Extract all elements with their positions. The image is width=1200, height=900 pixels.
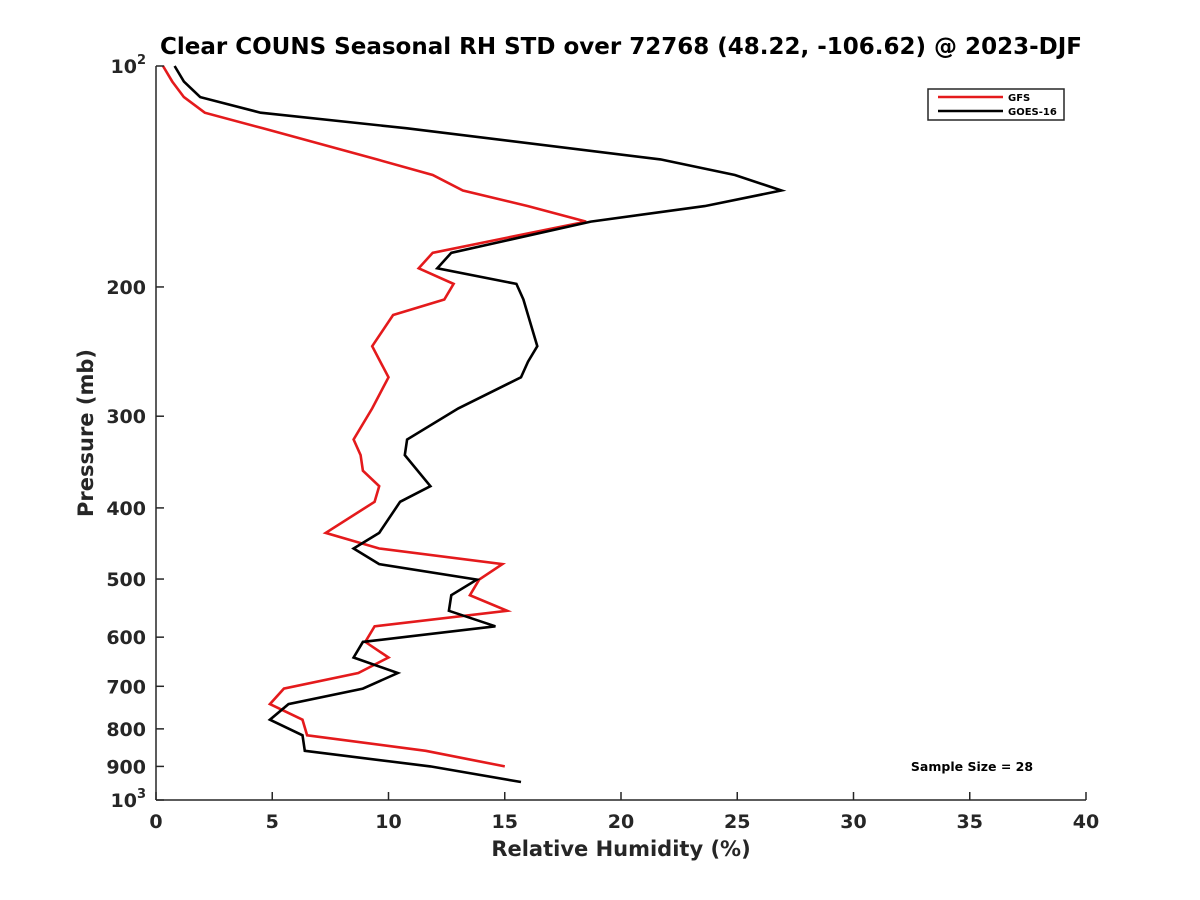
y-tick-base: 300 xyxy=(106,406,146,428)
y-tick-label: 200 xyxy=(106,277,146,299)
x-tick-label: 20 xyxy=(608,811,634,833)
x-axis-ticks: 0 5 10 15 20 25 30 35 40 xyxy=(149,792,1099,833)
y-tick-exponent: 3 xyxy=(137,787,146,802)
x-tick-label: 35 xyxy=(957,811,983,833)
y-tick-base: 10 xyxy=(111,56,137,78)
series-line-gfs xyxy=(161,65,587,768)
legend: GFS GOES-16 xyxy=(927,88,1065,121)
y-tick-base: 900 xyxy=(106,756,146,778)
y-tick-base: 600 xyxy=(106,627,146,649)
y-tick-base: 500 xyxy=(106,569,146,591)
legend-label-gfs: GFS xyxy=(1008,93,1030,104)
x-tick-label: 5 xyxy=(266,811,279,833)
y-tick-label: 700 xyxy=(106,676,146,698)
y-tick-label: 600 xyxy=(106,627,146,649)
y-tick-label: 500 xyxy=(106,569,146,591)
series-line-goes16 xyxy=(173,65,787,784)
y-tick-exponent: 2 xyxy=(137,53,146,68)
y-tick-label: 900 xyxy=(106,756,146,778)
y-tick-label: 103 xyxy=(111,787,147,812)
y-tick-label: 300 xyxy=(106,406,146,428)
y-tick-base: 700 xyxy=(106,676,146,698)
y-tick-label: 102 xyxy=(111,53,147,78)
legend-label-goes16: GOES-16 xyxy=(1008,107,1057,118)
y-tick-base: 10 xyxy=(111,790,137,812)
y-axis-label: Pressure (mb) xyxy=(74,349,98,517)
x-tick-label: 15 xyxy=(492,811,518,833)
chart-title: Clear COUNS Seasonal RH STD over 72768 (… xyxy=(160,34,1082,60)
x-tick-label: 40 xyxy=(1073,811,1099,833)
x-tick-label: 30 xyxy=(840,811,866,833)
y-tick-label: 400 xyxy=(106,498,146,520)
legend-box xyxy=(927,88,1065,121)
sample-size-annotation: Sample Size = 28 xyxy=(911,759,1033,774)
x-axis-label: Relative Humidity (%) xyxy=(491,837,750,861)
y-tick-label: 800 xyxy=(106,719,146,741)
x-tick-label: 0 xyxy=(149,811,162,833)
y-tick-base: 800 xyxy=(106,719,146,741)
x-tick-label: 10 xyxy=(375,811,401,833)
y-tick-base: 400 xyxy=(106,498,146,520)
y-tick-base: 200 xyxy=(106,277,146,299)
series-layer xyxy=(161,65,787,784)
x-tick-label: 25 xyxy=(724,811,750,833)
